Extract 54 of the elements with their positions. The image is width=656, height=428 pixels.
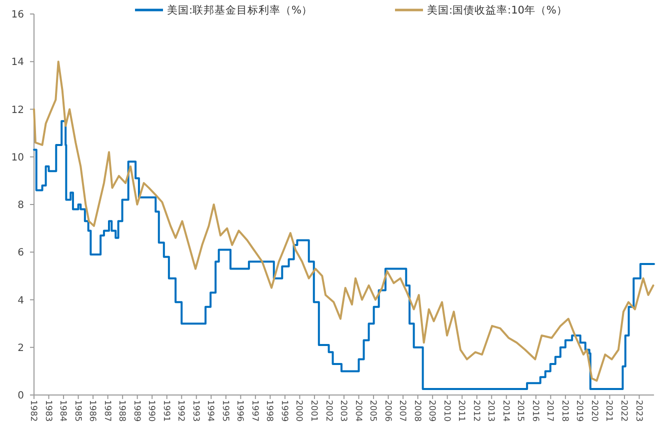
x-tick-label: 2013	[486, 400, 496, 422]
x-tick-label: 1992	[176, 400, 186, 422]
x-tick-label: 1984	[58, 400, 68, 422]
y-tick-label: 8	[18, 200, 24, 211]
x-tick-label: 1996	[234, 400, 245, 422]
x-tick-label: 1997	[249, 400, 260, 422]
legend-label: 美国:国债收益率:10年（%）	[427, 4, 568, 17]
y-tick-label: 16	[11, 10, 24, 20]
x-tick-label: 2004	[352, 400, 363, 422]
x-tick-label: 2001	[308, 400, 318, 422]
x-tick-label: 2012	[470, 400, 481, 422]
x-tick-label: 2016	[530, 400, 540, 422]
x-tick-label: 2008	[412, 400, 422, 422]
x-tick-label: 2017	[544, 400, 555, 422]
x-tick-label: 1995	[220, 400, 230, 422]
x-tick-label: 2005	[368, 400, 378, 422]
x-tick-label: 2007	[397, 400, 408, 422]
x-tick-label: 2023	[633, 400, 644, 422]
x-tick-label: 1982	[28, 400, 38, 422]
legend-label: 美国:联邦基金目标利率（%）	[167, 4, 313, 17]
x-tick-label: 2019	[574, 400, 584, 422]
y-tick-label: 6	[18, 248, 24, 259]
x-tick-label: 2009	[426, 400, 437, 422]
line-series	[33, 60, 654, 382]
y-tick-label: 12	[11, 104, 24, 116]
x-tick-label: 2006	[382, 400, 392, 422]
x-tick-label: 2000	[294, 400, 304, 422]
x-tick-label: 1987	[102, 400, 112, 422]
x-tick-label: 1991	[160, 400, 171, 422]
x-tick-label: 2011	[456, 400, 466, 422]
x-tick-label: 2020	[588, 400, 599, 422]
y-tick-label: 14	[11, 57, 24, 68]
x-tick-label: 2010	[441, 400, 452, 422]
x-tick-label: 1986	[87, 400, 98, 422]
x-tick-label: 1985	[72, 400, 82, 422]
x-tick-label: 2015	[515, 400, 526, 422]
y-tick-label: 10	[11, 152, 24, 164]
x-tick-label: 2002	[323, 400, 334, 422]
x-tick-label: 1983	[42, 400, 53, 422]
y-tick-label: 2	[18, 342, 24, 354]
x-tick-label: 1988	[116, 400, 127, 422]
x-tick-label: 1990	[146, 400, 156, 422]
x-tick-label: 1993	[190, 400, 200, 422]
x-tick-label: 2022	[618, 400, 628, 422]
x-tick-label: 2014	[500, 400, 510, 422]
x-tick-label: 2021	[604, 400, 614, 422]
x-tick-label: 1998	[264, 400, 274, 422]
x-tick-label: 2018	[559, 400, 570, 422]
x-tick-label: 2003	[338, 400, 348, 422]
x-tick-label: 1989	[131, 400, 142, 422]
y-tick-label: 0	[18, 390, 24, 402]
x-tick-label: 1999	[278, 400, 289, 422]
y-tick-label: 4	[18, 295, 24, 306]
x-tick-label: 1994	[205, 400, 216, 422]
